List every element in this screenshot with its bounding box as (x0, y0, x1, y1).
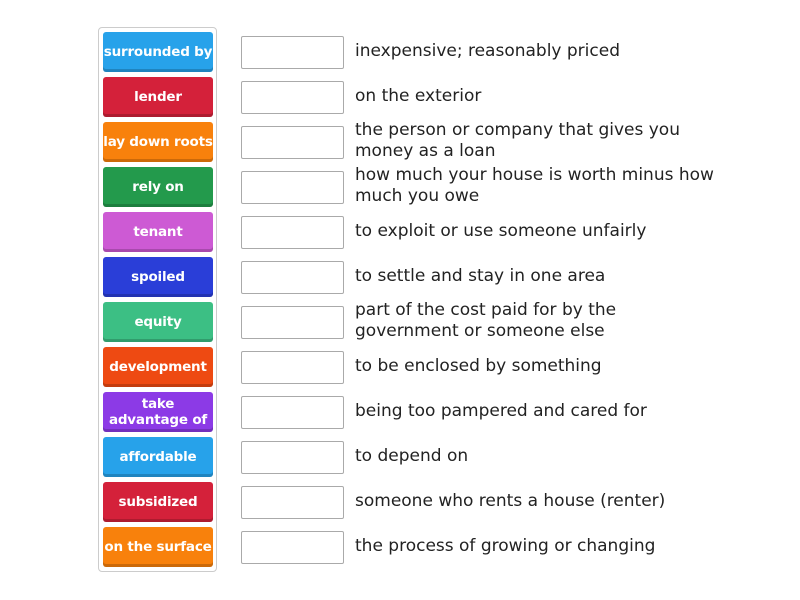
word-tile[interactable]: affordable (103, 437, 213, 477)
definition-text: the person or company that gives you mon… (355, 120, 680, 161)
drop-target[interactable] (241, 486, 344, 519)
word-tile[interactable]: subsidized (103, 482, 213, 522)
word-tile[interactable]: on the surface (103, 527, 213, 567)
drop-target[interactable] (241, 261, 344, 294)
drop-target[interactable] (241, 306, 344, 339)
definition-text: on the exterior (355, 85, 482, 106)
drop-target[interactable] (241, 531, 344, 564)
definition-text: to be enclosed by something (355, 355, 602, 376)
word-tile[interactable]: equity (103, 302, 213, 342)
drop-target[interactable] (241, 126, 344, 159)
word-tile[interactable]: lay down roots (103, 122, 213, 162)
definition-text: to exploit or use someone unfairly (355, 220, 647, 241)
drop-target[interactable] (241, 36, 344, 69)
definition-text: to depend on (355, 445, 469, 466)
drop-target[interactable] (241, 81, 344, 114)
definition-text: inexpensive; reasonably priced (355, 40, 620, 61)
definition-text: someone who rents a house (renter) (355, 490, 666, 511)
word-tile[interactable]: take advantage of (103, 392, 213, 432)
drop-target[interactable] (241, 216, 344, 249)
drop-target[interactable] (241, 396, 344, 429)
word-tile[interactable]: rely on (103, 167, 213, 207)
word-tile[interactable]: spoiled (103, 257, 213, 297)
word-tile[interactable]: lender (103, 77, 213, 117)
drop-target[interactable] (241, 171, 344, 204)
definition-text: the process of growing or changing (355, 535, 656, 556)
word-tile[interactable]: surrounded by (103, 32, 213, 72)
definition-text: part of the cost paid for by the governm… (355, 300, 617, 341)
definition-text: to settle and stay in one area (355, 265, 606, 286)
word-tile[interactable]: tenant (103, 212, 213, 252)
word-bank (98, 27, 217, 572)
drop-target[interactable] (241, 351, 344, 384)
definition-text: being too pampered and cared for (355, 400, 647, 421)
word-tile[interactable]: development (103, 347, 213, 387)
drop-target[interactable] (241, 441, 344, 474)
definition-text: how much your house is worth minus how m… (355, 165, 714, 206)
